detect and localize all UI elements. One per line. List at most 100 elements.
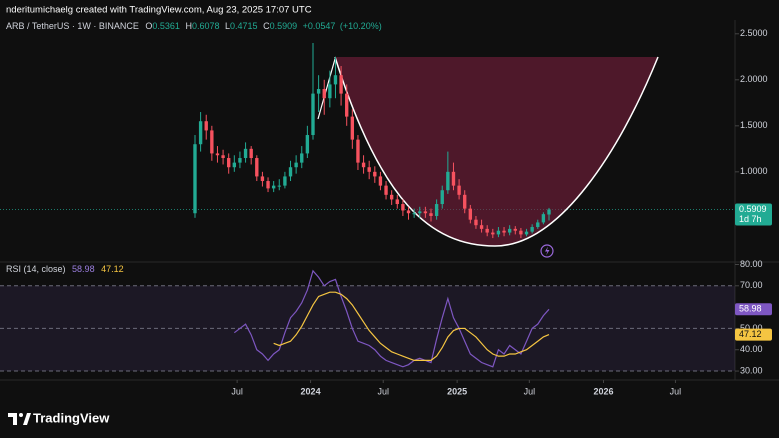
- candle-body: [350, 116, 355, 140]
- alert-bolt: [545, 246, 550, 256]
- candle-body: [457, 185, 461, 195]
- candle-body: [440, 190, 444, 205]
- candle-body: [277, 185, 281, 187]
- rsi-ma-value: 47.12: [101, 264, 124, 274]
- symbol-line: ARB / TetherUS · 1W · BINANCE O0.5361 H0…: [6, 21, 382, 31]
- candle-body: [423, 211, 428, 214]
- candle-body: [530, 227, 534, 232]
- candle-body: [271, 185, 276, 189]
- cup-lip: [317, 58, 336, 120]
- candle-body: [373, 171, 377, 177]
- candle-body: [255, 158, 259, 177]
- logo-slash: [23, 413, 31, 425]
- ohlc-value: 0.5909: [270, 21, 298, 31]
- x-tick-label: 2026: [593, 386, 613, 396]
- candle-body: [311, 93, 315, 136]
- candle-body: [215, 153, 220, 156]
- ohlc-letter: H: [185, 21, 192, 31]
- candle-body: [266, 181, 270, 189]
- rsi-legend: RSI (14, close) 58.98 47.12: [6, 264, 124, 274]
- y-tick-label: 40.00: [740, 344, 763, 354]
- cup-curve: [334, 56, 659, 247]
- y-tick-label: 2.0000: [740, 74, 768, 84]
- candle-body: [356, 139, 360, 163]
- candle-body: [221, 155, 225, 159]
- candle-body: [446, 171, 450, 191]
- candle-body: [412, 213, 416, 215]
- candle-body: [547, 209, 551, 215]
- ohlc-letter: C: [263, 21, 270, 31]
- candle-body: [294, 162, 298, 168]
- candle-body: [238, 158, 242, 163]
- candle-body: [491, 232, 495, 235]
- candle-body: [361, 162, 366, 168]
- cup-drawing: [317, 56, 659, 247]
- rsi-line: [273, 291, 550, 361]
- rsi-value-label: 58.98: [739, 304, 762, 314]
- candle-body: [384, 185, 388, 195]
- candle-body: [496, 230, 501, 235]
- candle-body: [485, 228, 489, 233]
- candle-body: [507, 228, 512, 233]
- countdown-label: 1d 7h: [739, 214, 762, 224]
- candle-body: [541, 214, 546, 223]
- ohlc-value: 0.4715: [230, 21, 258, 31]
- logo-dot: [19, 413, 23, 417]
- candle-body: [395, 199, 399, 205]
- candle-body: [434, 204, 439, 216]
- logo-text: TradingView: [33, 410, 110, 425]
- candle-body: [536, 222, 540, 228]
- rsi-value: 58.98: [72, 264, 95, 274]
- x-tick-label: Jul: [231, 386, 243, 396]
- candle-body: [519, 230, 523, 235]
- candle-body: [260, 176, 265, 182]
- ohlc-value: 0.6078: [192, 21, 220, 31]
- change-pct: (+10.20%): [340, 21, 382, 31]
- candle-body: [193, 144, 197, 214]
- candle-body: [463, 194, 467, 209]
- candle-body: [300, 153, 304, 163]
- candle-body: [227, 158, 231, 168]
- candle-body: [513, 228, 517, 231]
- candle-body: [316, 89, 321, 94]
- symbol: ARB / TetherUS · 1W · BINANCE: [6, 21, 139, 31]
- candle-body: [474, 219, 478, 226]
- x-tick-label: 2025: [447, 386, 467, 396]
- rsi-value-label: 47.12: [739, 329, 762, 339]
- y-tick-label: 50.00: [740, 323, 763, 333]
- candle-body: [418, 211, 422, 214]
- ohlc-letter: L: [225, 21, 230, 31]
- last-price-box: [735, 203, 772, 226]
- y-tick-label: 80.00: [740, 259, 763, 269]
- x-tick-label: Jul: [524, 386, 536, 396]
- candle-body: [305, 135, 310, 154]
- candle-body: [328, 84, 332, 99]
- alert-circle: [540, 244, 554, 258]
- candle-body: [283, 176, 287, 186]
- candle-body: [524, 231, 529, 235]
- candle-body: [210, 130, 214, 154]
- candle-body: [198, 121, 203, 145]
- candle-body: [479, 225, 484, 229]
- candle-body: [333, 75, 338, 85]
- change: +0.0547: [303, 21, 336, 31]
- candle-body: [249, 148, 253, 159]
- candle-body: [322, 89, 326, 99]
- candle-body: [406, 210, 411, 214]
- x-tick-label: 2024: [301, 386, 321, 396]
- y-tick-label: 30.00: [740, 365, 763, 375]
- candle-body: [401, 204, 405, 211]
- last-price-label: 0.5909: [739, 204, 767, 214]
- candle-body: [367, 167, 371, 172]
- rsi-value-box: [735, 303, 772, 316]
- candle-body: [232, 162, 237, 168]
- ohlc-letter: O: [145, 21, 152, 31]
- candle-body: [502, 230, 506, 233]
- rsi-title: RSI (14, close): [6, 264, 66, 274]
- candle-body: [468, 208, 473, 220]
- candle-body: [339, 75, 343, 94]
- x-tick-label: Jul: [670, 386, 682, 396]
- x-tick-label: Jul: [377, 386, 389, 396]
- logo: TradingView: [8, 410, 110, 425]
